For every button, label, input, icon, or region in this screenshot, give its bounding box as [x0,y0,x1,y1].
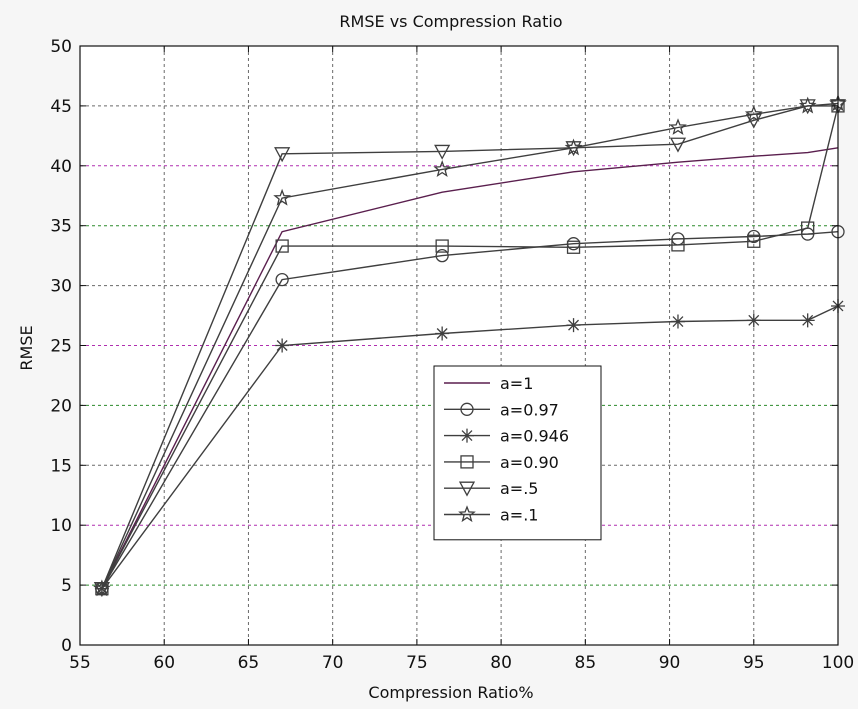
data-point [744,105,763,122]
data-point [801,221,815,235]
series-line [101,105,838,589]
axis-ticks: 55 60 65 70 75 80 85 90 95 100 0 5 10 15 20 25 30 35 40 45 5… [50,37,854,673]
data-point [458,505,476,523]
x-tick-label: 65 [238,653,260,673]
series-line [101,105,839,590]
legend: a=1 a=0.97 a=0.946 a=0.90 a=.5 a=.1 [433,365,602,541]
series-0 [101,147,839,590]
data-point [275,239,289,253]
y-tick-label: 25 [50,337,72,357]
y-tick-label: 5 [61,576,72,596]
legend-entry: a=.5 [444,479,538,498]
data-point [671,238,685,252]
legend-label: a=.1 [500,506,538,525]
data-point [566,240,581,254]
data-point [669,137,687,153]
data-point [458,481,476,497]
legend-label: a=0.946 [500,427,569,446]
data-point [746,313,761,328]
y-tick-label: 45 [50,97,72,117]
x-tick-label: 90 [659,653,681,673]
data-point [93,579,111,597]
legend-entry: a=0.946 [444,427,569,446]
data-point [800,313,815,328]
x-tick-label: 70 [322,653,344,673]
data-point [669,118,687,135]
legend-box [433,365,602,541]
data-point [460,455,474,469]
data-point [670,314,685,329]
data-point [566,318,581,333]
series-group [93,94,847,598]
y-tick-label: 10 [50,516,72,536]
data-point [274,147,291,163]
data-point [460,402,474,416]
y-tick-label: 20 [50,396,72,416]
y-tick-label: 0 [61,636,72,656]
x-tick-label: 55 [69,653,91,673]
legend-entry: a=.1 [444,505,538,525]
y-tick-label: 50 [50,37,72,57]
data-point [273,188,292,206]
legend-entry: a=0.97 [444,400,559,419]
x-tick-label: 85 [575,653,597,673]
x-tick-label: 80 [490,653,512,673]
data-point [435,326,450,341]
series-line [101,102,839,589]
legend-label: a=0.90 [500,453,559,472]
x-tick-label: 60 [153,653,175,673]
y-tick-label: 15 [50,456,72,476]
series-line [101,305,839,590]
legend-label: a=1 [500,374,533,393]
legend-entry: a=1 [444,374,533,393]
data-point [275,272,289,287]
y-axis-label: RMSE [17,325,36,370]
legend-entry: a=0.90 [444,453,559,472]
legend-label: a=0.97 [500,400,559,419]
data-point [434,144,451,160]
x-tick-label: 100 [822,653,854,673]
y-tick-label: 40 [50,157,72,177]
data-point [564,138,583,156]
data-point [435,239,449,253]
data-point [433,160,452,177]
data-point [435,248,449,263]
y-tick-label: 30 [50,277,72,297]
x-axis-label: Compression Ratio% [368,683,533,702]
data-point [275,338,290,353]
data-point [798,96,817,114]
x-tick-label: 95 [743,653,765,673]
y-tick-label: 35 [50,217,72,237]
legend-label: a=.5 [500,479,538,498]
series-line [101,147,839,590]
data-point [460,428,474,443]
series-3 [95,99,845,596]
legend-items: a=1 a=0.97 a=0.946 a=0.90 a=.5 a=.1 [444,374,569,525]
x-tick-label: 75 [406,653,428,673]
chart-title: RMSE vs Compression Ratio [339,12,562,31]
data-point [747,234,761,248]
series-line [101,231,839,590]
